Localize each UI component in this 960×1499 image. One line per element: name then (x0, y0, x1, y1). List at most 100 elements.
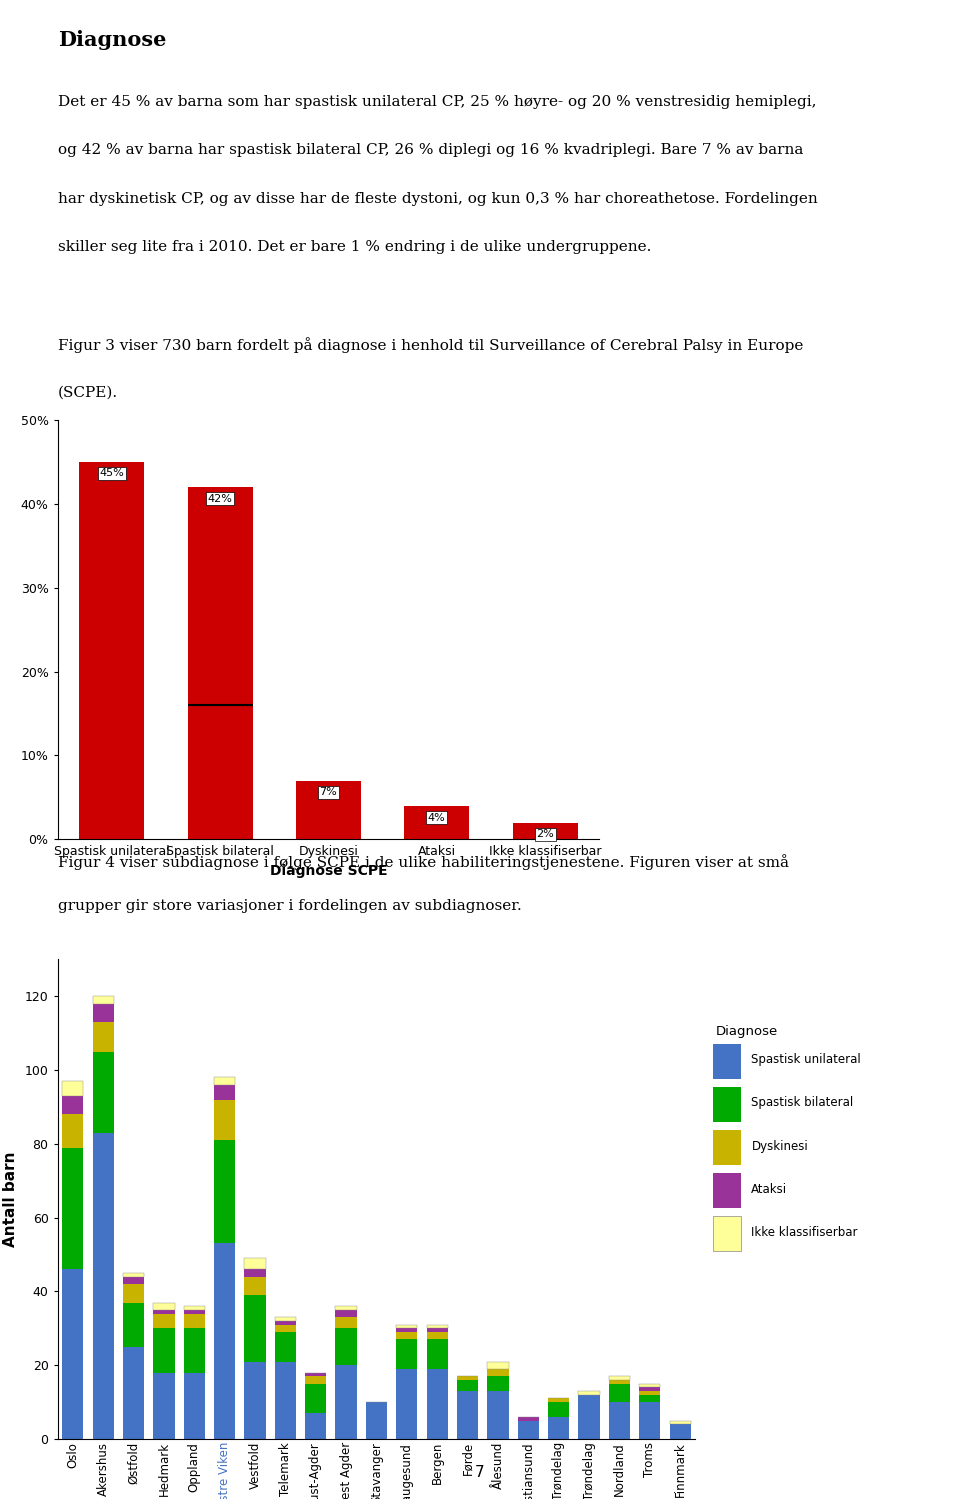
Bar (548, 1402, 569, 1417)
Bar (639, 1402, 660, 1439)
Bar (305, 1373, 326, 1376)
Bar (183, 1328, 204, 1373)
Bar (62, 1270, 84, 1439)
Bar (457, 1381, 478, 1391)
FancyBboxPatch shape (713, 1216, 741, 1252)
Bar (245, 1277, 266, 1295)
Text: 2%: 2% (537, 829, 554, 839)
Bar (639, 1388, 660, 1391)
Bar (548, 1399, 569, 1402)
X-axis label: Diagnose SCPE: Diagnose SCPE (270, 863, 387, 877)
Bar (154, 1303, 175, 1310)
Bar (275, 1318, 296, 1321)
Bar (517, 1417, 539, 1421)
Bar (62, 1096, 84, 1114)
Bar (214, 1244, 235, 1439)
Y-axis label: Antall barn: Antall barn (3, 1151, 17, 1247)
Bar (335, 1310, 357, 1318)
Bar (92, 1133, 114, 1439)
Bar (609, 1384, 630, 1402)
Bar (92, 1022, 114, 1052)
FancyBboxPatch shape (713, 1043, 741, 1079)
Bar (335, 1306, 357, 1310)
Bar (396, 1340, 418, 1369)
Bar (426, 1325, 447, 1328)
Bar (245, 1258, 266, 1270)
Bar (305, 1414, 326, 1439)
Bar (123, 1285, 144, 1303)
FancyBboxPatch shape (713, 1130, 741, 1165)
Text: Ataksi: Ataksi (752, 1183, 787, 1196)
Bar (335, 1318, 357, 1328)
Bar (639, 1391, 660, 1394)
Text: (SCPE).: (SCPE). (58, 387, 118, 400)
Bar (245, 1270, 266, 1277)
Bar (123, 1303, 144, 1346)
Text: 4%: 4% (428, 812, 445, 823)
Text: Figur 3 viser 730 barn fordelt på diagnose i henhold til Surveillance of Cerebra: Figur 3 viser 730 barn fordelt på diagno… (58, 337, 803, 354)
Bar (214, 1085, 235, 1100)
Bar (187, 487, 252, 839)
FancyBboxPatch shape (713, 1087, 741, 1121)
Text: grupper gir store variasjoner i fordelingen av subdiagnoser.: grupper gir store variasjoner i fordelin… (58, 899, 521, 913)
Bar (275, 1333, 296, 1361)
Bar (335, 1328, 357, 1366)
Bar (579, 1391, 600, 1394)
Bar (123, 1273, 144, 1277)
Bar (154, 1310, 175, 1313)
Bar (488, 1361, 509, 1369)
Text: Dyskinesi: Dyskinesi (752, 1139, 808, 1153)
Bar (154, 1313, 175, 1328)
Text: 42%: 42% (207, 493, 232, 504)
Bar (80, 462, 144, 839)
Bar (214, 1141, 235, 1244)
Bar (183, 1373, 204, 1439)
Bar (426, 1328, 447, 1333)
Bar (488, 1369, 509, 1376)
Bar (366, 1402, 387, 1439)
Bar (92, 997, 114, 1004)
Bar (214, 1078, 235, 1085)
Text: Spastisk bilateral: Spastisk bilateral (752, 1096, 853, 1109)
Bar (396, 1369, 418, 1439)
Bar (275, 1325, 296, 1333)
Bar (62, 1148, 84, 1270)
FancyBboxPatch shape (713, 1174, 741, 1208)
Bar (404, 806, 469, 839)
Bar (548, 1417, 569, 1439)
Bar (335, 1366, 357, 1439)
Bar (183, 1306, 204, 1310)
Bar (609, 1376, 630, 1381)
Bar (426, 1340, 447, 1369)
Text: 7: 7 (475, 1465, 485, 1480)
Bar (296, 781, 361, 839)
Bar (305, 1376, 326, 1384)
Bar (396, 1333, 418, 1340)
Bar (183, 1313, 204, 1328)
Bar (609, 1381, 630, 1384)
Text: har dyskinetisk CP, og av disse har de fleste dystoni, og kun 0,3 % har choreath: har dyskinetisk CP, og av disse har de f… (58, 192, 817, 205)
Text: Diagnose: Diagnose (715, 1025, 778, 1037)
Bar (123, 1346, 144, 1439)
Bar (275, 1361, 296, 1439)
Bar (488, 1376, 509, 1391)
Text: Ikke klassifiserbar: Ikke klassifiserbar (752, 1226, 858, 1240)
Bar (513, 823, 578, 839)
Bar (305, 1384, 326, 1414)
Bar (92, 1004, 114, 1022)
Text: Diagnose: Diagnose (58, 30, 166, 49)
Bar (669, 1421, 691, 1424)
Bar (154, 1328, 175, 1373)
Text: Spastisk unilateral: Spastisk unilateral (752, 1054, 861, 1066)
Text: og 42 % av barna har spastisk bilateral CP, 26 % diplegi og 16 % kvadriplegi. Ba: og 42 % av barna har spastisk bilateral … (58, 144, 803, 157)
Bar (214, 1100, 235, 1141)
Bar (639, 1384, 660, 1388)
Bar (426, 1333, 447, 1340)
Bar (579, 1394, 600, 1439)
Bar (426, 1369, 447, 1439)
Text: skiller seg lite fra i 2010. Det er bare 1 % endring i de ulike undergruppene.: skiller seg lite fra i 2010. Det er bare… (58, 240, 651, 255)
Bar (245, 1295, 266, 1361)
Bar (609, 1402, 630, 1439)
Bar (92, 1052, 114, 1133)
Text: 7%: 7% (320, 787, 337, 797)
